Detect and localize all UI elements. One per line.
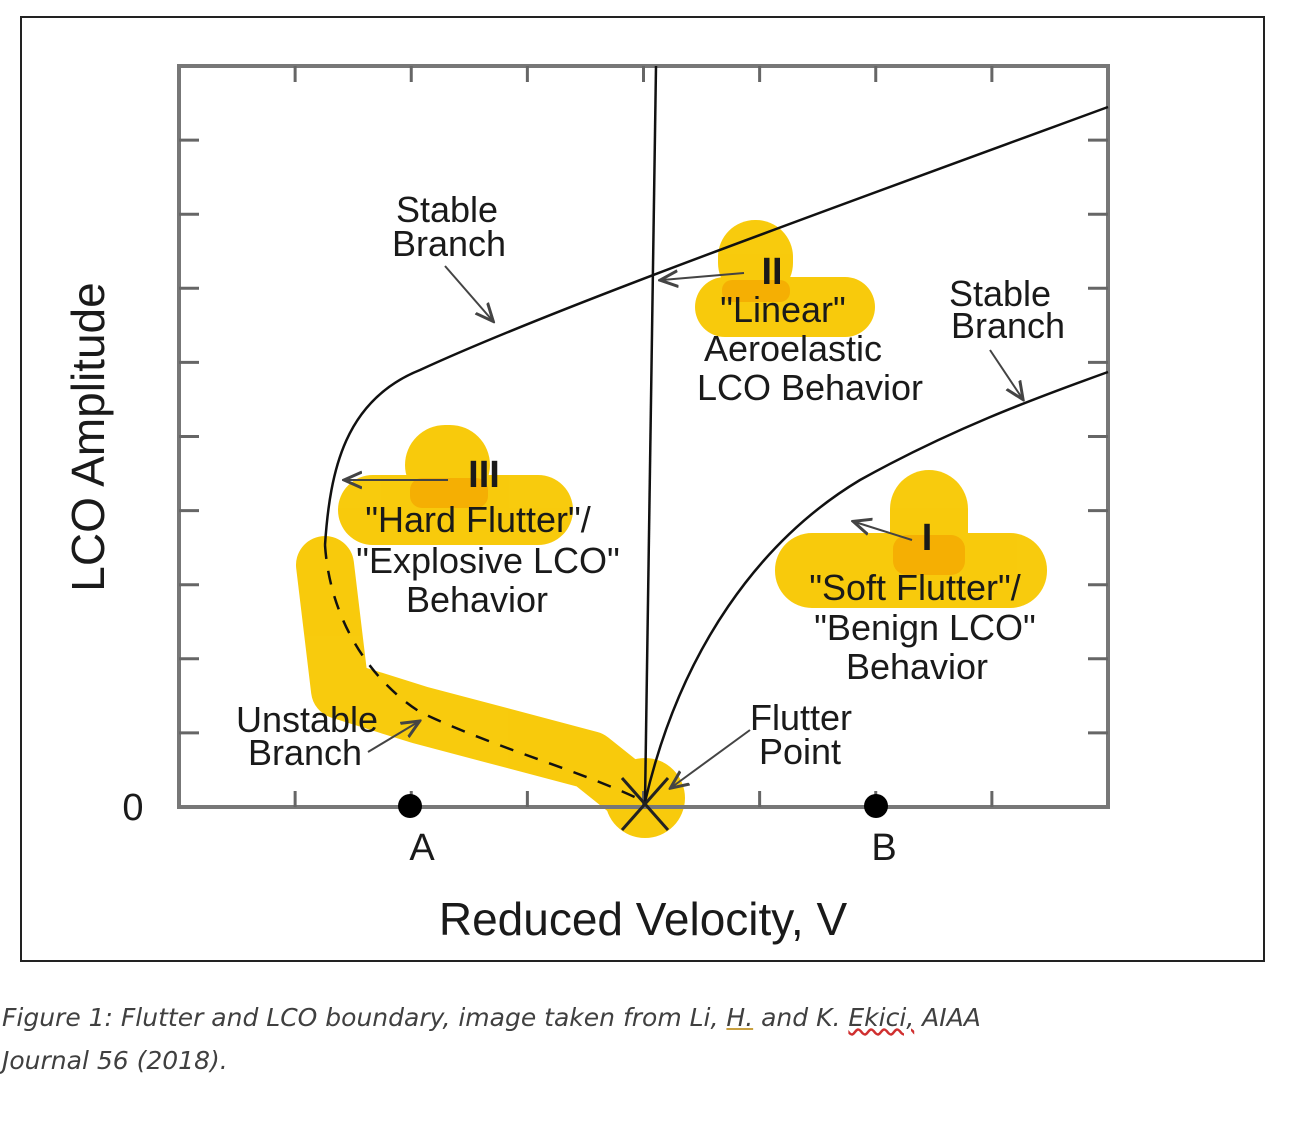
label-stable-upper-1: Stable [396, 189, 498, 230]
y-axis-label: LCO Amplitude [62, 282, 114, 591]
region-III-line1: "Hard Flutter"/ [365, 499, 591, 540]
arrow-flutter-point [672, 729, 751, 787]
curves [323, 65, 1109, 804]
stable-branch-lower-curve [643, 370, 1109, 803]
region-III-line2: "Explosive LCO" [356, 540, 620, 581]
region-III-id: III [468, 454, 500, 496]
flutter-point-x-icon [620, 777, 670, 831]
highlight-overlaps [410, 280, 965, 575]
region-I-id: I [922, 517, 933, 559]
region-I-line3: Behavior [846, 646, 988, 687]
marker-a-label: A [409, 827, 435, 869]
region-II-line3: LCO Behavior [697, 367, 923, 408]
caption-line-2: Journal 56 (2018). [2, 1046, 228, 1075]
unstable-branch-curve [323, 544, 646, 804]
region-I-line1: "Soft Flutter"/ [809, 567, 1021, 608]
figure-caption: Figure 1: Flutter and LCO boundary, imag… [2, 996, 1202, 1082]
marker-a [398, 794, 422, 818]
x-axis-label: Reduced Velocity, V [439, 893, 848, 945]
caption-line-1: Figure 1: Flutter and LCO boundary, imag… [2, 1003, 981, 1032]
arrow-region-I [855, 522, 913, 541]
region-III-line3: Behavior [406, 579, 548, 620]
label-stable-lower-2: Branch [951, 305, 1065, 346]
arrow-unstable [367, 722, 418, 753]
label-unstable-2: Branch [248, 732, 362, 773]
lco-diagram: Stable Branch Stable Branch II "Linear" … [62, 64, 1110, 945]
y-origin-label: 0 [122, 787, 143, 829]
region-I-line2: "Benign LCO" [814, 607, 1036, 648]
highlight-unstable-branch [296, 536, 669, 829]
marker-b-label: B [871, 827, 896, 869]
arrow-stable-lower [989, 349, 1022, 398]
region-II-id: II [761, 251, 782, 293]
arrow-stable-upper [444, 265, 492, 320]
label-unstable-1: Unstable [236, 699, 378, 740]
marker-b [864, 794, 888, 818]
label-stable-lower-1: Stable [949, 273, 1051, 314]
flutter-velocity-line [643, 65, 658, 803]
annotation-arrows [346, 265, 1022, 787]
label-stable-upper-2: Branch [392, 223, 506, 264]
highlight-III-bar [338, 475, 573, 545]
stable-branch-upper-curve [323, 105, 1109, 546]
caption-spellcheck-ekici[interactable]: Ekici, [848, 1003, 915, 1032]
label-flutter-point-1: Flutter [750, 697, 852, 738]
arrow-region-II [662, 273, 745, 280]
caption-underlined-h[interactable]: H. [726, 1003, 754, 1032]
region-II-line1: "Linear" [720, 289, 846, 330]
region-II-line2: Aeroelastic [704, 328, 882, 369]
label-flutter-point-2: Point [759, 731, 841, 772]
